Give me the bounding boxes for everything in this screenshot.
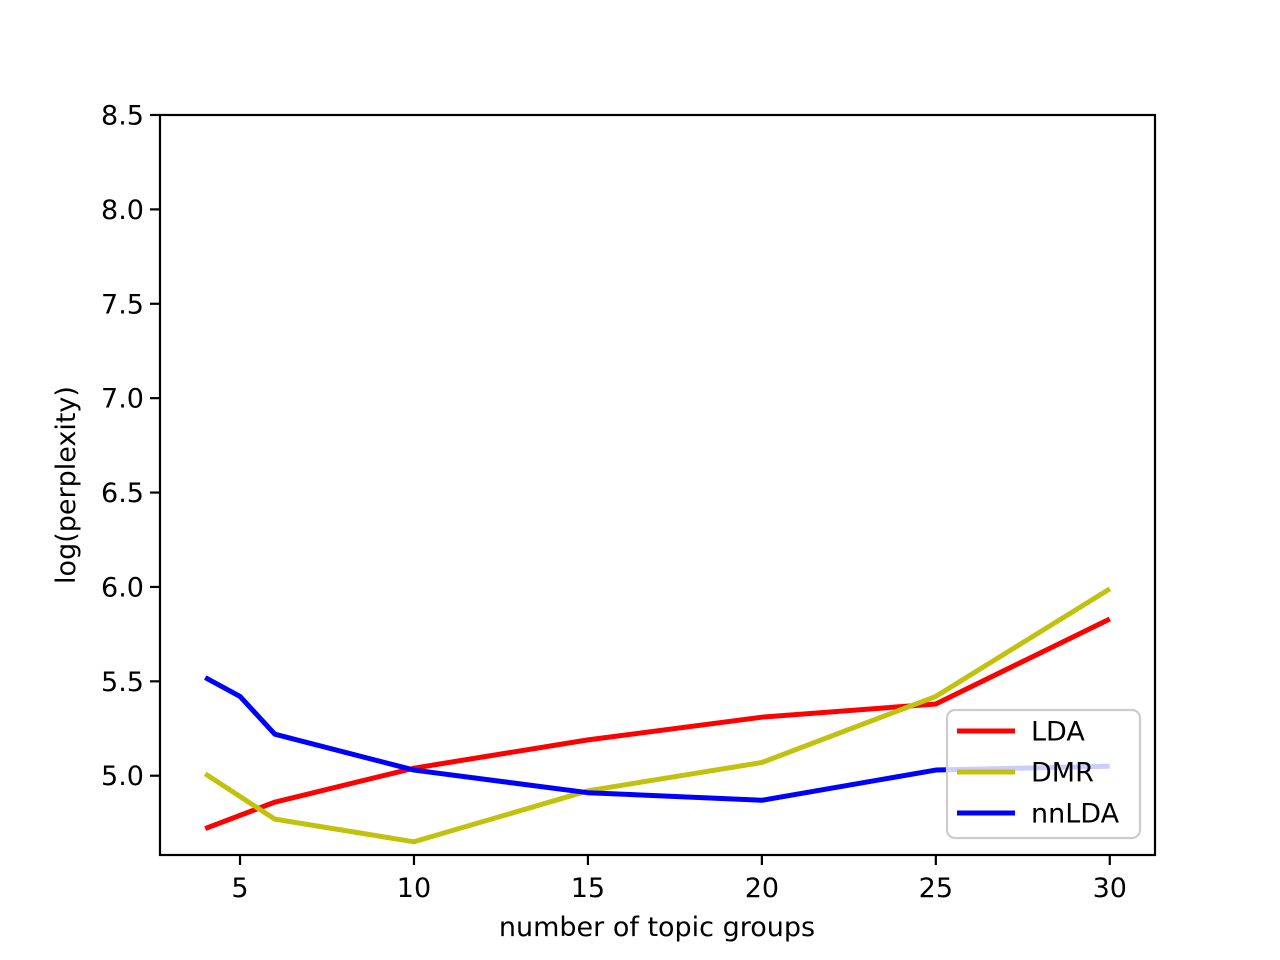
x-axis-label: number of topic groups xyxy=(499,912,815,943)
y-tick-label: 8.5 xyxy=(101,101,144,132)
x-tick-label: 30 xyxy=(1093,873,1127,904)
x-tick-label: 10 xyxy=(397,873,431,904)
y-tick-label: 7.5 xyxy=(101,289,144,320)
series-line-DMR xyxy=(203,586,1112,845)
plot-area-border xyxy=(158,113,1157,857)
series-line-nnLDA xyxy=(204,675,1110,803)
x-tick-label: 25 xyxy=(919,873,953,904)
series-group xyxy=(203,586,1112,845)
ticks-group: 5 10 15 20 25 30 5.0 5.5 6.0 6.5 7.0 7.5 8.0 8.5 xyxy=(101,101,1127,905)
x-tick-label: 15 xyxy=(571,873,605,904)
y-tick-label: 7.0 xyxy=(101,384,144,415)
y-tick-label: 8.0 xyxy=(101,195,144,226)
y-tick-label: 6.5 xyxy=(101,478,144,509)
y-tick-label: 5.5 xyxy=(101,667,144,698)
y-tick-label: 5.0 xyxy=(101,761,144,792)
x-tick-label: 5 xyxy=(231,873,248,904)
legend-label-nnLDA: nnLDA xyxy=(1031,799,1120,830)
x-tick-label: 20 xyxy=(745,873,779,904)
legend-box xyxy=(945,708,1142,840)
legend-label-LDA: LDA xyxy=(1031,717,1085,748)
y-axis-label: log(perplexity) xyxy=(51,386,82,584)
y-tick-label: 6.0 xyxy=(101,572,144,603)
legend-label-DMR: DMR xyxy=(1031,758,1094,789)
legend: LDA DMR nnLDA xyxy=(945,708,1142,840)
